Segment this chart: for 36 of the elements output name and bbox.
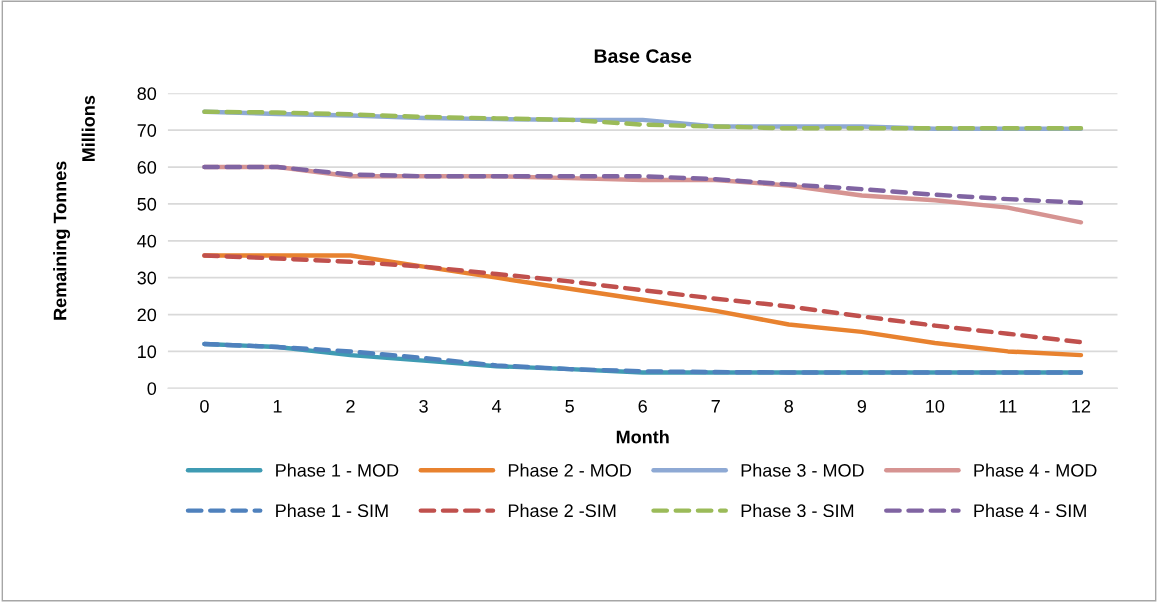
x-tick-label: 6 [638,399,647,413]
x-tick-label: 11 [999,400,1017,413]
y-tick-label: 50 [137,197,157,211]
line-series [202,164,1084,206]
y-tick-label: 40 [137,234,157,248]
legend-label: Phase 1 - MOD [276,463,399,477]
legend-label: Phase 3 - MOD [741,463,864,477]
y-tick-label: 70 [137,124,157,137]
legend-label: Phase 3 - SIM [741,503,854,518]
y-tick-label: 20 [137,308,157,322]
chart-title: Base Case [594,49,692,63]
legend-label: Phase 1 - SIM [276,503,388,518]
x-tick-label: 5 [565,400,574,413]
y-tick-label: 60 [137,160,157,174]
x-tick-label: 4 [492,400,502,413]
line-series [202,341,1084,375]
x-tick-label: 9 [857,399,866,413]
legend-label: Phase 2 -SIM [508,503,616,518]
y-axis-title: Remaining Tonnes [53,161,71,320]
legend-label: Phase 4 - MOD [974,463,1097,477]
x-tick-label: 12 [1072,399,1091,413]
y-tick-label: 0 [147,382,157,396]
text: Millions [81,95,95,162]
x-tick-label: 2 [346,399,355,413]
legend-label: Phase 2 - MOD [508,463,631,477]
x-tick-label: 7 [711,400,720,413]
y-tick-label: 80 [137,87,157,101]
x-tick-label: 10 [926,399,945,413]
y-tick-label: 10 [138,345,157,359]
x-tick-label: 8 [784,399,794,413]
x-tick-label: 0 [200,399,209,413]
x-axis-title: Month [616,430,669,444]
legend-label: Phase 4 - SIM [974,503,1086,518]
y-tick-label: 30 [137,271,157,285]
x-tick-label: 1 [273,400,282,413]
x-tick-label: 3 [419,399,428,413]
